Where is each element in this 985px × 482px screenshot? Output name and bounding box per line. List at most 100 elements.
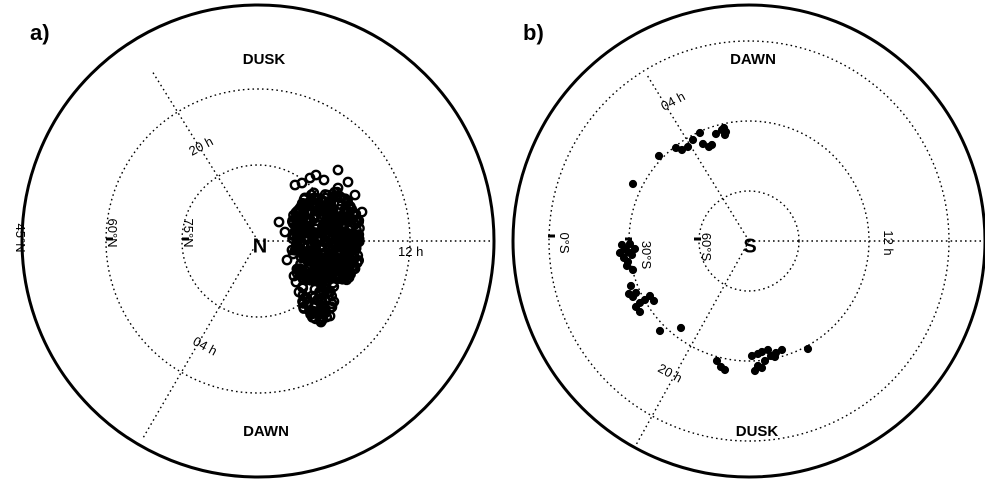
scatter-point bbox=[711, 129, 721, 139]
panel-a-circle-60 bbox=[105, 88, 411, 394]
scatter-point bbox=[626, 281, 636, 291]
panel-b-pole-label: S bbox=[743, 235, 756, 257]
scatter-point bbox=[281, 254, 293, 266]
scatter-point bbox=[707, 140, 717, 150]
scatter-point bbox=[287, 215, 299, 226]
panel-a-label: a) bbox=[30, 20, 50, 45]
panel-a-time-20h: 20 h bbox=[186, 133, 215, 158]
scatter-point bbox=[293, 286, 305, 298]
panel-a-time-12h: 12 h bbox=[398, 244, 423, 259]
panel-b-lat-0: 0°S bbox=[557, 232, 572, 253]
panel-b: b) DAWN DUSK S 60°S 30°S 0°S 04 h 20 h 1… bbox=[511, 3, 985, 479]
scatter-point bbox=[296, 177, 308, 189]
panel-b-circle-0 bbox=[548, 40, 950, 442]
scatter-point bbox=[766, 351, 776, 361]
scatter-point bbox=[317, 308, 329, 320]
scatter-point bbox=[322, 286, 334, 298]
scatter-point bbox=[302, 299, 314, 311]
scatter-point bbox=[654, 151, 664, 161]
scatter-point bbox=[303, 228, 315, 240]
scatter-point bbox=[803, 344, 813, 354]
scatter-point bbox=[296, 197, 308, 209]
scatter-point bbox=[310, 169, 322, 181]
scatter-point bbox=[631, 288, 641, 298]
scatter-point bbox=[302, 247, 314, 258]
panel-b-lat-60: 60°S bbox=[699, 233, 714, 262]
scatter-point bbox=[317, 221, 329, 233]
panel-b-top-label: DAWN bbox=[730, 51, 776, 68]
scatter-point bbox=[676, 323, 686, 333]
scatter-point bbox=[655, 326, 665, 336]
scatter-point bbox=[332, 164, 344, 176]
scatter-point bbox=[324, 255, 336, 267]
panel-a-time-04h: 04 h bbox=[190, 333, 219, 358]
scatter-point bbox=[635, 307, 645, 317]
panel-b-time-12h: 12 h bbox=[881, 230, 896, 255]
scatter-point bbox=[351, 216, 363, 228]
scatter-point bbox=[327, 192, 339, 204]
panel-b-time-04h: 04 h bbox=[658, 88, 687, 113]
scatter-point bbox=[290, 276, 302, 288]
panel-b-points bbox=[615, 123, 813, 376]
scatter-point bbox=[319, 218, 331, 230]
panel-a: a) DUSK DAWN N 75°N 60°N 45°N 20 h 04 h … bbox=[13, 3, 496, 479]
panel-b-circle-60 bbox=[698, 190, 800, 292]
panel-a-top-label: DUSK bbox=[243, 51, 286, 68]
scatter-point bbox=[306, 290, 318, 302]
scatter-point bbox=[328, 213, 340, 225]
scatter-point bbox=[304, 252, 316, 264]
scatter-point bbox=[688, 135, 698, 145]
panel-b-meridian-20h bbox=[635, 240, 750, 446]
scatter-point bbox=[338, 231, 350, 243]
scatter-point bbox=[344, 230, 356, 242]
scatter-point bbox=[331, 223, 342, 235]
scatter-point bbox=[286, 244, 298, 256]
panel-b-time-20h: 20 h bbox=[655, 360, 684, 385]
panel-a-points bbox=[273, 164, 368, 328]
scatter-point bbox=[312, 194, 323, 206]
scatter-point bbox=[279, 226, 291, 238]
scatter-point bbox=[671, 143, 681, 153]
scatter-point bbox=[327, 270, 338, 281]
scatter-point bbox=[339, 271, 350, 283]
scatter-point bbox=[318, 174, 330, 186]
scatter-point bbox=[622, 261, 632, 271]
scatter-point bbox=[625, 239, 635, 249]
scatter-point bbox=[750, 366, 760, 376]
panel-a-lat-45: 45°N bbox=[13, 223, 28, 252]
scatter-point bbox=[628, 179, 638, 189]
scatter-point bbox=[331, 260, 343, 272]
scatter-point bbox=[292, 205, 303, 217]
panel-b-lat-30: 30°S bbox=[639, 241, 654, 270]
scatter-point bbox=[649, 296, 659, 306]
scatter-point bbox=[307, 311, 318, 323]
scatter-point bbox=[777, 345, 787, 355]
scatter-point bbox=[332, 182, 344, 194]
scatter-point bbox=[288, 270, 300, 282]
panel-a-bottom-label: DAWN bbox=[243, 423, 289, 440]
scatter-point bbox=[326, 203, 338, 215]
scatter-point bbox=[295, 258, 306, 270]
panel-a-lat-60: 60°N bbox=[105, 218, 120, 247]
scatter-point bbox=[720, 130, 730, 140]
scatter-point bbox=[353, 254, 365, 266]
scatter-point bbox=[757, 363, 767, 373]
scatter-point bbox=[628, 265, 638, 275]
scatter-point bbox=[292, 234, 304, 246]
scatter-point bbox=[338, 252, 350, 264]
scatter-point bbox=[350, 240, 362, 252]
scatter-point bbox=[314, 242, 326, 253]
scatter-point bbox=[316, 280, 327, 292]
scatter-point bbox=[356, 206, 368, 218]
panel-b-label: b) bbox=[523, 20, 544, 45]
scatter-point bbox=[342, 176, 354, 188]
scatter-point bbox=[695, 128, 705, 138]
scatter-point bbox=[720, 365, 730, 375]
scatter-point bbox=[348, 263, 360, 275]
panel-b-meridian-04h bbox=[646, 74, 750, 242]
scatter-point bbox=[307, 266, 318, 278]
scatter-point bbox=[630, 244, 640, 254]
scatter-point bbox=[328, 296, 340, 307]
scatter-point bbox=[325, 234, 337, 246]
